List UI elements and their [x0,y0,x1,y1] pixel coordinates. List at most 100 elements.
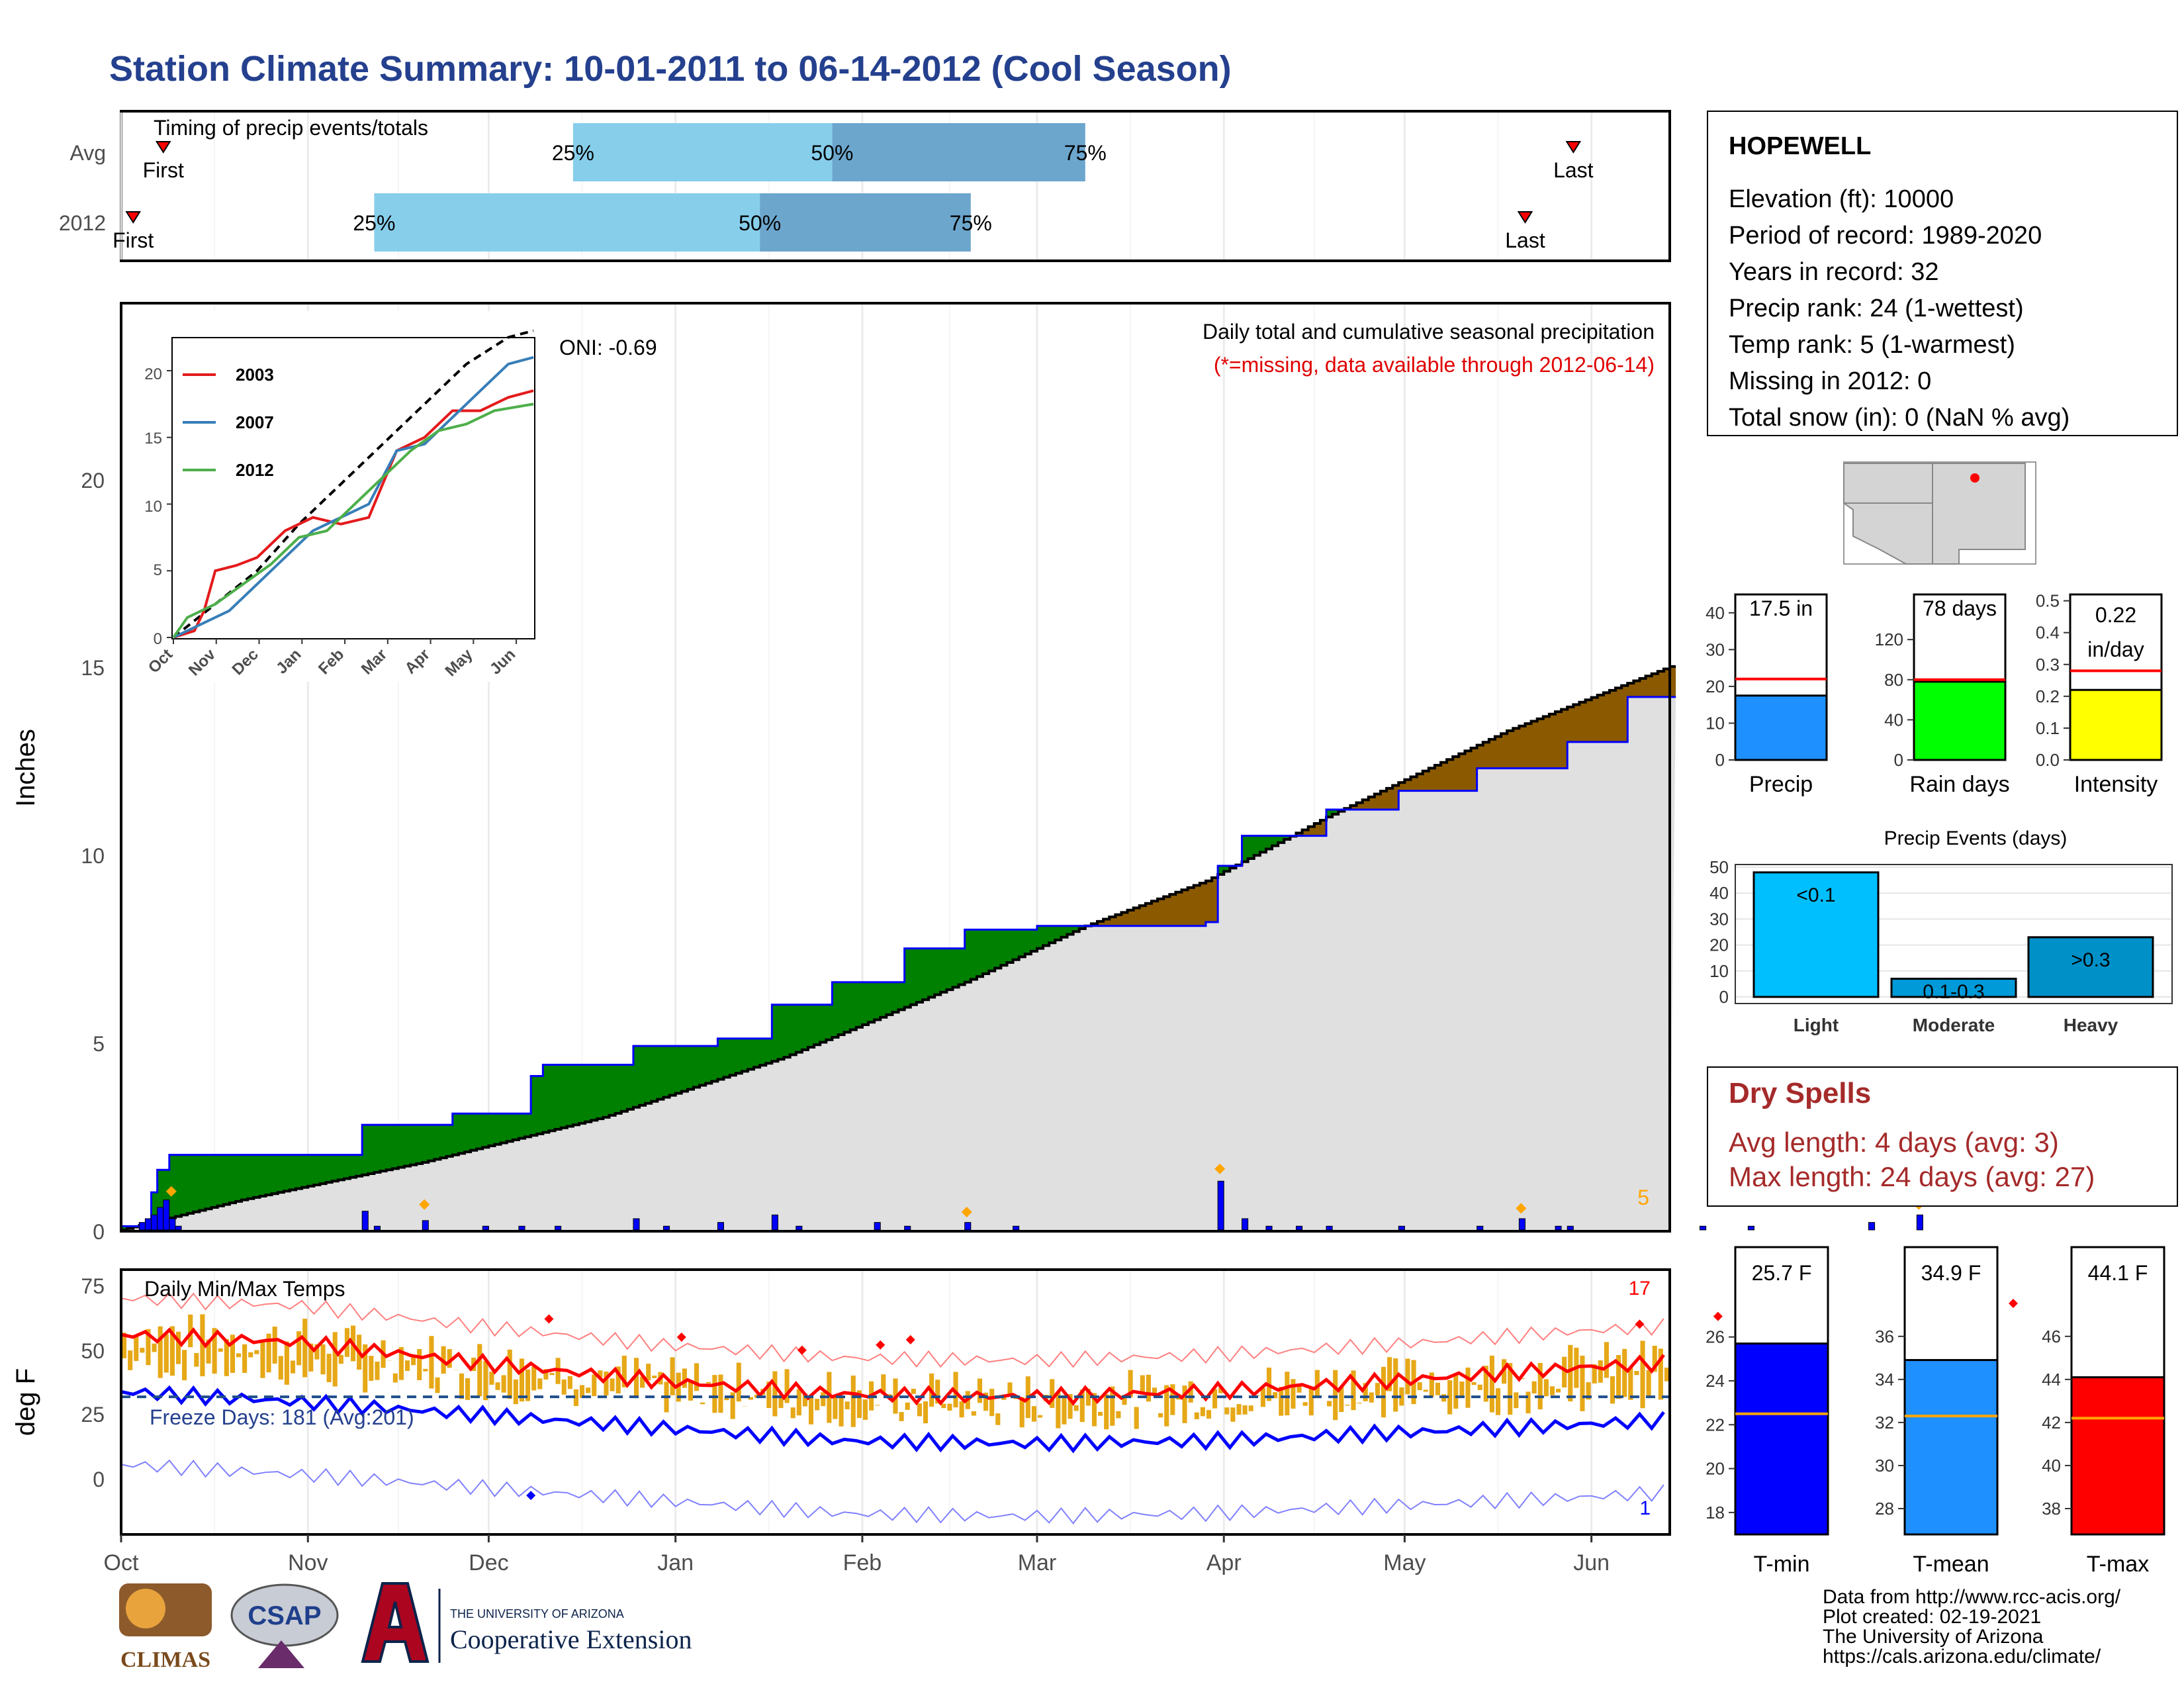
daily-temp-bar [1170,1384,1175,1415]
dry-title: Dry Spells [1729,1077,1871,1109]
daily-precip-bar [163,1199,170,1231]
csap-mountain-icon [258,1640,304,1668]
temp-ytick-label: 20 [1706,1459,1725,1479]
temp-label-T-mean: T-mean [1913,1552,1989,1577]
summary-value-Precip: 17.5 in [1749,596,1813,620]
station-name: HOPEWELL [1729,132,1871,160]
daily-temp-bar [1273,1392,1278,1399]
daily-temp-bar [700,1402,705,1405]
precip-ytick-20: 20 [81,469,105,492]
daily-temp-bar [724,1397,729,1401]
events-category-Moderate: Moderate [1913,1015,1995,1035]
daily-temp-bar [1622,1348,1627,1397]
temp-value-T-mean: 34.9 F [1921,1261,1981,1285]
freeze-days-label: Freeze Days: 181 (Avg:201) [150,1405,414,1429]
precip-ytick-0: 0 [93,1220,105,1244]
events-bar-label: 0.1-0.3 [1923,981,1984,1003]
daily-temp-bar [188,1314,193,1348]
month-label-Nov: Nov [288,1550,328,1575]
page-title: Station Climate Summary: 10-01-2011 to 0… [109,49,1232,89]
precip-event-marker [1516,1203,1527,1214]
summary-bar-Precip [1734,694,1828,761]
month-label-Jan: Jan [657,1550,694,1575]
temp-bar-T-max [2070,1376,2165,1536]
daily-temp-bar [1646,1370,1651,1397]
daily-temp-bar [1037,1415,1043,1418]
daily-temp-bar [1387,1357,1392,1391]
daily-temp-bar [941,1403,946,1409]
inset-plot: 2003 2007 2012 0 5 10 15 20 Oct Nov Dec Jan… [126,311,549,682]
station-line-2: Years in record: 32 [1729,258,1939,286]
daily-temp-bar [802,1393,807,1407]
avg-25-label: 25% [552,141,594,165]
inset-frame [171,337,535,639]
temp-ytick-label: 40 [2042,1456,2061,1476]
summary-label-Precip: Precip [1749,772,1813,797]
daily-temp-bar [844,1401,850,1410]
daily-temp-bar [712,1375,717,1413]
daily-temp-bar [977,1378,983,1403]
temp-max-count: 17 [1629,1278,1651,1299]
daily-temp-bar [429,1336,434,1389]
daily-temp-bar [610,1378,615,1391]
daily-temp-bar [489,1372,494,1385]
daily-temp-bar [152,1343,157,1352]
daily-temp-bar [682,1368,687,1388]
daily-precip-bar [1518,1218,1525,1231]
daily-temp-bar [398,1346,404,1380]
daily-temp-bar [1634,1371,1639,1376]
map-states [1843,463,2026,565]
daily-temp-bar [1279,1386,1284,1416]
daily-precip-bar [1265,1225,1273,1231]
daily-temp-bar [1050,1379,1055,1408]
avg-50-label: 50% [811,141,853,165]
precip-event-marker [419,1199,430,1210]
precip-frame [120,302,1671,1233]
daily-precip-bar [482,1225,489,1231]
daily-temp-bar [1248,1405,1253,1411]
daily-temp-bar [1122,1395,1127,1405]
daily-precip-bar [1555,1225,1562,1231]
daily-temp-bar [1489,1355,1494,1413]
daily-temp-bar [1652,1345,1657,1372]
temp-label-T-max: T-max [2087,1552,2149,1577]
daily-temp-bar [1333,1370,1338,1421]
summary-unit-Intensity: in/day [2087,637,2144,661]
daily-temp-bar [194,1352,199,1367]
daily-precip-bar [518,1225,525,1231]
daily-temp-bar [670,1357,675,1395]
temp-bar-T-min [1734,1342,1829,1536]
record-high-marker [676,1332,686,1342]
events-category-Light: Light [1794,1015,1839,1035]
daily-precip-bar [1477,1225,1484,1231]
daily-temp-bar [1453,1373,1459,1409]
daily-temp-bar [435,1377,440,1393]
record-low-marker [526,1491,536,1501]
timing-row-2012: 2012 [59,211,106,235]
daily-temp-bar [1339,1386,1344,1413]
record-high-marker [876,1340,886,1350]
csap-logo: CSAP [230,1583,339,1668]
daily-precip-bar [361,1211,369,1231]
daily-temp-bar [1429,1372,1434,1397]
summary-ytick-label: 80 [1884,670,1903,690]
daily-temp-bar [1164,1385,1169,1427]
avg-max-line [120,1327,1665,1406]
daily-temp-bar [140,1348,145,1353]
dry-spells-box: Dry Spells Avg length: 4 days (avg: 3) M… [1707,1066,2178,1207]
daily-temp-bar [495,1382,500,1390]
daily-temp-bar [1640,1340,1645,1409]
daily-temp-bar [290,1360,296,1374]
daily-temp-bar [1369,1392,1374,1403]
inset-2007-line [173,355,534,639]
daily-temp-bar [531,1366,537,1391]
daily-temp-bar [905,1402,910,1410]
daily-temp-bar [224,1339,229,1376]
daily-temp-bar [856,1390,862,1419]
cumulative-area [121,696,1676,1230]
locator-map [1843,461,2036,565]
avg-first-label: First [143,158,184,182]
ua-logo: THE UNIVERSITY OF ARIZONA Cooperative Ex… [361,1582,692,1663]
temp-ytick-label: 38 [2042,1499,2061,1519]
daily-precip-bar [633,1218,640,1231]
